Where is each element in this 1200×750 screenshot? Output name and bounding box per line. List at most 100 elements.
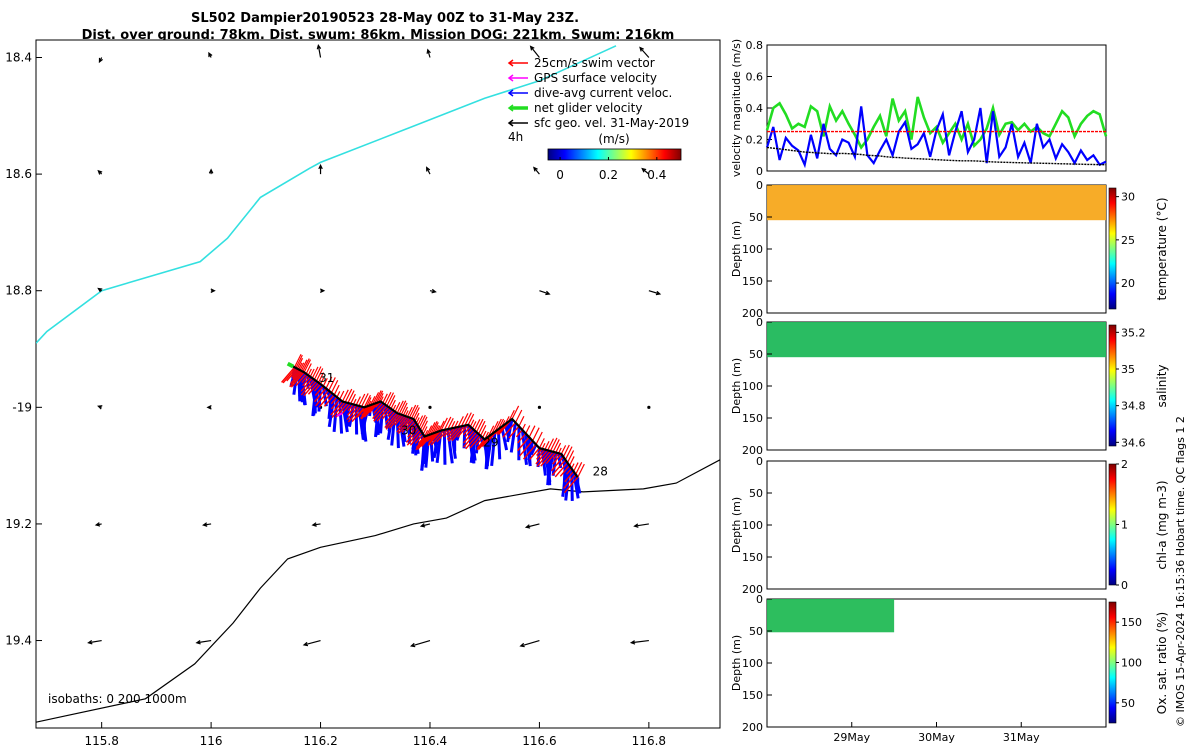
map-y-tick-label: 18.4	[5, 50, 32, 64]
map-x-tick-label: 116.4	[413, 734, 447, 748]
swim-vector	[330, 401, 343, 416]
swim-vector	[514, 409, 523, 423]
swim-vector	[388, 414, 402, 429]
swim-vector	[322, 377, 328, 387]
swim-vector	[300, 379, 315, 396]
swim-vector	[394, 414, 404, 426]
swim-vector	[281, 366, 296, 383]
swim-vector	[378, 392, 384, 403]
map-x-tick-label: 116	[200, 734, 223, 748]
swim-vector	[409, 422, 417, 431]
swim-vector	[415, 435, 428, 449]
swim-vector	[374, 390, 382, 404]
swim-vector	[298, 362, 303, 370]
swim-vector	[330, 396, 338, 405]
swim-vector	[407, 425, 419, 438]
salinity-colorbar-label: salinity	[1155, 364, 1169, 407]
oxygen-y-tick-label: 200	[742, 721, 763, 734]
map-y-tick-label: 18.6	[5, 167, 32, 181]
swim-vector	[307, 368, 312, 376]
temperature-colorbar-tick-label: 20	[1121, 277, 1135, 290]
current-vector	[311, 522, 321, 527]
swim-vector	[575, 462, 583, 475]
swim-vector	[340, 403, 352, 416]
salinity-y-tick-label: 200	[742, 444, 763, 457]
map-x-tick-label: 116.6	[522, 734, 556, 748]
salinity-y-tick-label: 150	[742, 412, 763, 425]
swim-vector	[390, 399, 396, 410]
swim-vector	[347, 404, 357, 416]
swim-vector	[482, 430, 487, 438]
current-vector	[519, 639, 540, 648]
swim-vector	[419, 416, 428, 431]
isobath-200m-line	[36, 45, 617, 344]
swim-vector	[463, 429, 475, 444]
swim-vector	[385, 411, 396, 424]
swim-vector	[301, 374, 309, 384]
swim-vector	[417, 415, 424, 426]
dive-avg-vector	[340, 401, 349, 433]
swim-vector	[417, 436, 426, 445]
current-vector	[539, 290, 551, 296]
swim-vector	[397, 417, 413, 435]
swim-vector	[414, 433, 424, 444]
map-y-tick-label: 19.2	[5, 517, 32, 531]
swim-vector	[384, 412, 398, 428]
swim-vector	[554, 462, 568, 478]
current-vector	[648, 290, 662, 296]
swim-vector	[517, 436, 530, 452]
swim-vector	[422, 426, 428, 435]
swim-vector	[417, 433, 432, 450]
swim-vector	[405, 427, 420, 443]
footer-credit: © IMOS 15-Apr-2024 16:15:36 Hobart time.…	[1174, 416, 1187, 727]
swim-vector	[538, 438, 545, 449]
net-glider-velocity-vector	[286, 361, 295, 369]
chl-a-y-axis-label: Depth (m)	[730, 497, 743, 553]
swim-vector	[305, 363, 312, 375]
swim-vector	[564, 471, 575, 483]
swim-vector	[410, 404, 419, 419]
swim-vector	[286, 368, 298, 382]
swim-vector	[300, 377, 313, 392]
swim-vector	[311, 366, 319, 379]
chl-a-y-tick-label: 0	[756, 455, 763, 468]
swim-vector	[418, 414, 426, 428]
swim-vector	[385, 413, 400, 430]
swim-vector	[447, 417, 454, 430]
swim-vector	[347, 406, 363, 423]
temperature-section-data	[767, 185, 1106, 221]
current-vector	[318, 163, 323, 175]
chl-a-colorbar-tick-label: 2	[1121, 458, 1128, 471]
swim-vector	[361, 393, 369, 407]
swim-vector	[559, 465, 571, 477]
swim-vector	[320, 377, 325, 385]
colorbar-prefix: 4h	[508, 130, 523, 144]
swim-vector	[448, 425, 462, 442]
oxygen-y-tick-label: 150	[742, 689, 763, 702]
swim-vector	[364, 402, 378, 418]
chl-a-axes-frame	[766, 460, 1107, 590]
dive-avg-vector	[354, 405, 359, 435]
map-panel: 31 30 29 28 115.8 116 116.2 116.4 116.6 116.8 18.4…	[5, 39, 721, 748]
swim-vector	[299, 362, 305, 371]
map-x-tick-label: 115.8	[84, 734, 118, 748]
swim-vector	[387, 409, 394, 417]
swim-vector	[323, 394, 335, 407]
chl-a-colorbar-tick-label: 0	[1121, 579, 1128, 592]
legend-arrowhead	[507, 119, 514, 127]
oxygen-y-tick-label: 100	[742, 657, 763, 670]
swim-vector	[402, 406, 409, 416]
swim-vector	[462, 426, 471, 436]
temperature-y-axis-label: Depth (m)	[730, 221, 743, 277]
oxygen-colorbar	[1108, 601, 1117, 724]
swim-vector	[443, 428, 452, 438]
swim-vector	[518, 416, 525, 427]
swim-vector	[427, 430, 440, 444]
swim-vector	[552, 452, 560, 460]
isobath-0m-line	[36, 459, 720, 723]
current-vector	[202, 522, 212, 527]
legend-label: 25cm/s swim vector	[534, 56, 655, 70]
current-vector	[97, 405, 103, 410]
track-day-label: 30	[401, 424, 416, 438]
temperature-y-tick-label: 100	[742, 243, 763, 256]
